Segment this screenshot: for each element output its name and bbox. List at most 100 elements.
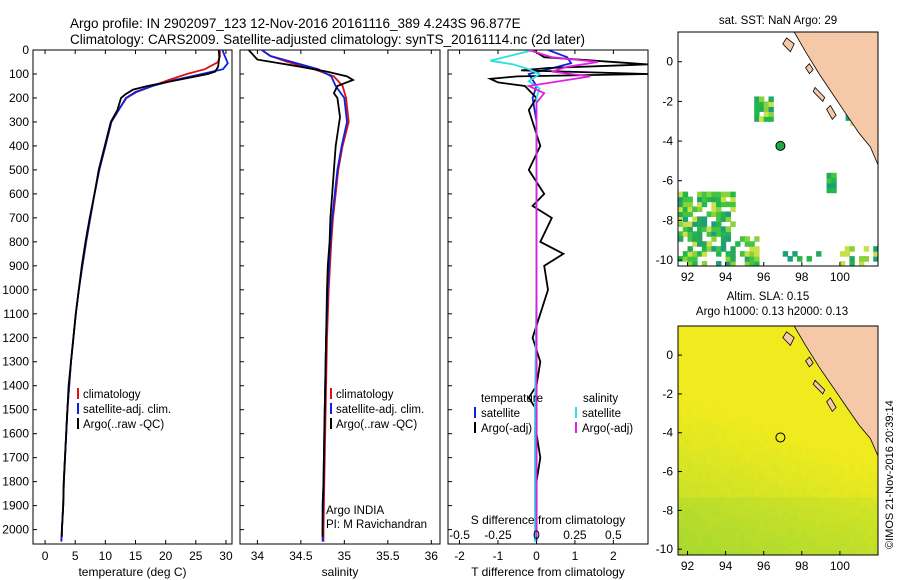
sla-cell [720, 409, 727, 415]
sla-cell [716, 341, 722, 347]
sla-cell [735, 326, 741, 328]
sla-cell [735, 365, 741, 372]
sla-cell [692, 516, 698, 522]
sla-cell [711, 540, 717, 546]
annotation-text: Argo INDIA [326, 505, 384, 517]
sla-cell [797, 409, 803, 415]
sla-cell [739, 511, 746, 517]
sla-cell [701, 477, 708, 483]
sla-cell [720, 385, 727, 391]
sla-cell [682, 380, 689, 386]
sla-cell [830, 428, 836, 435]
sla-cell [825, 433, 831, 440]
sla-cell [797, 482, 803, 488]
sst-cell [831, 182, 837, 189]
sla-cell [687, 457, 693, 464]
sla-cell [868, 462, 874, 469]
sla-cell [706, 477, 712, 483]
sla-cell [849, 487, 855, 493]
sla-cell [701, 414, 708, 420]
sla-cell [735, 326, 741, 333]
sla-cell [792, 482, 798, 488]
sla-cell [739, 443, 746, 449]
sla-cell [754, 530, 760, 537]
sla-cell [716, 477, 722, 483]
sla-cell [811, 385, 817, 391]
sla-cell [687, 521, 693, 527]
sla-cell [697, 487, 703, 493]
sla-cell [873, 496, 878, 503]
sla-cell [787, 467, 793, 474]
sla-cell [773, 540, 779, 546]
sla-cell [801, 496, 808, 503]
sla-cell [801, 399, 808, 406]
sla-cell [716, 540, 722, 546]
sst-cell [849, 261, 855, 266]
sla-cell [849, 530, 855, 537]
sla-cell [811, 448, 817, 454]
sla-cell [739, 462, 746, 469]
sla-cell [754, 351, 760, 357]
sla-cell [835, 550, 841, 555]
legend-label: Argo(..raw -QC) [336, 419, 417, 431]
sla-cell [792, 467, 798, 474]
sla-cell [744, 419, 751, 425]
sla-cell [682, 467, 689, 474]
sla-cell [820, 462, 827, 469]
sla-cell [687, 438, 693, 445]
sla-cell [697, 326, 703, 333]
sla-cell [858, 545, 865, 551]
sla-cell [754, 496, 760, 503]
sla-cell [692, 419, 698, 425]
sla-cell [792, 346, 798, 352]
sla-cell [754, 370, 760, 377]
sst-cell [711, 196, 717, 203]
sla-cell [835, 506, 841, 512]
sla-cell [763, 404, 770, 411]
sla-cell [835, 399, 841, 406]
sla-cell [806, 409, 812, 415]
sla-cell [692, 501, 698, 508]
sla-cell [711, 336, 717, 343]
sla-cell [811, 511, 817, 517]
sla-cell [844, 525, 851, 532]
sla-cell [849, 443, 855, 449]
sla-cell [787, 491, 793, 498]
sla-cell [701, 424, 708, 430]
sla-cell [763, 462, 770, 469]
sla-cell [797, 428, 803, 435]
sla-cell [839, 433, 846, 440]
sla-cell [687, 399, 693, 406]
sla-cell [806, 419, 812, 425]
sla-cell [792, 424, 798, 430]
sst-cell [749, 251, 755, 257]
sst-cell [716, 216, 722, 222]
sst-cell [725, 201, 731, 208]
sla-cell [782, 496, 789, 503]
sst-cell [682, 256, 689, 262]
sla-cell [711, 399, 717, 406]
sla-cell [687, 346, 693, 352]
sla-cell [758, 521, 765, 527]
sla-cell [692, 390, 698, 396]
sla-cell [706, 525, 712, 532]
sla-cell [716, 331, 722, 338]
sla-cell [763, 331, 770, 338]
sla-cell [682, 419, 689, 425]
sla-cell [749, 457, 755, 464]
sla-cell [873, 487, 878, 493]
sla-cell [701, 506, 708, 512]
sla-cell [692, 525, 698, 532]
x-tick-label: -2 [454, 549, 465, 563]
sla-cell [863, 453, 870, 459]
sst-cell [720, 201, 727, 208]
x-tick-label: 30 [219, 549, 233, 563]
sla-cell [697, 356, 703, 362]
sla-cell [830, 472, 836, 478]
sla-cell [806, 453, 812, 459]
sst-cell [739, 251, 746, 257]
sst-cell [754, 246, 760, 252]
sla-cell [744, 326, 751, 328]
sla-cell [678, 535, 684, 542]
sla-cell [711, 501, 717, 508]
